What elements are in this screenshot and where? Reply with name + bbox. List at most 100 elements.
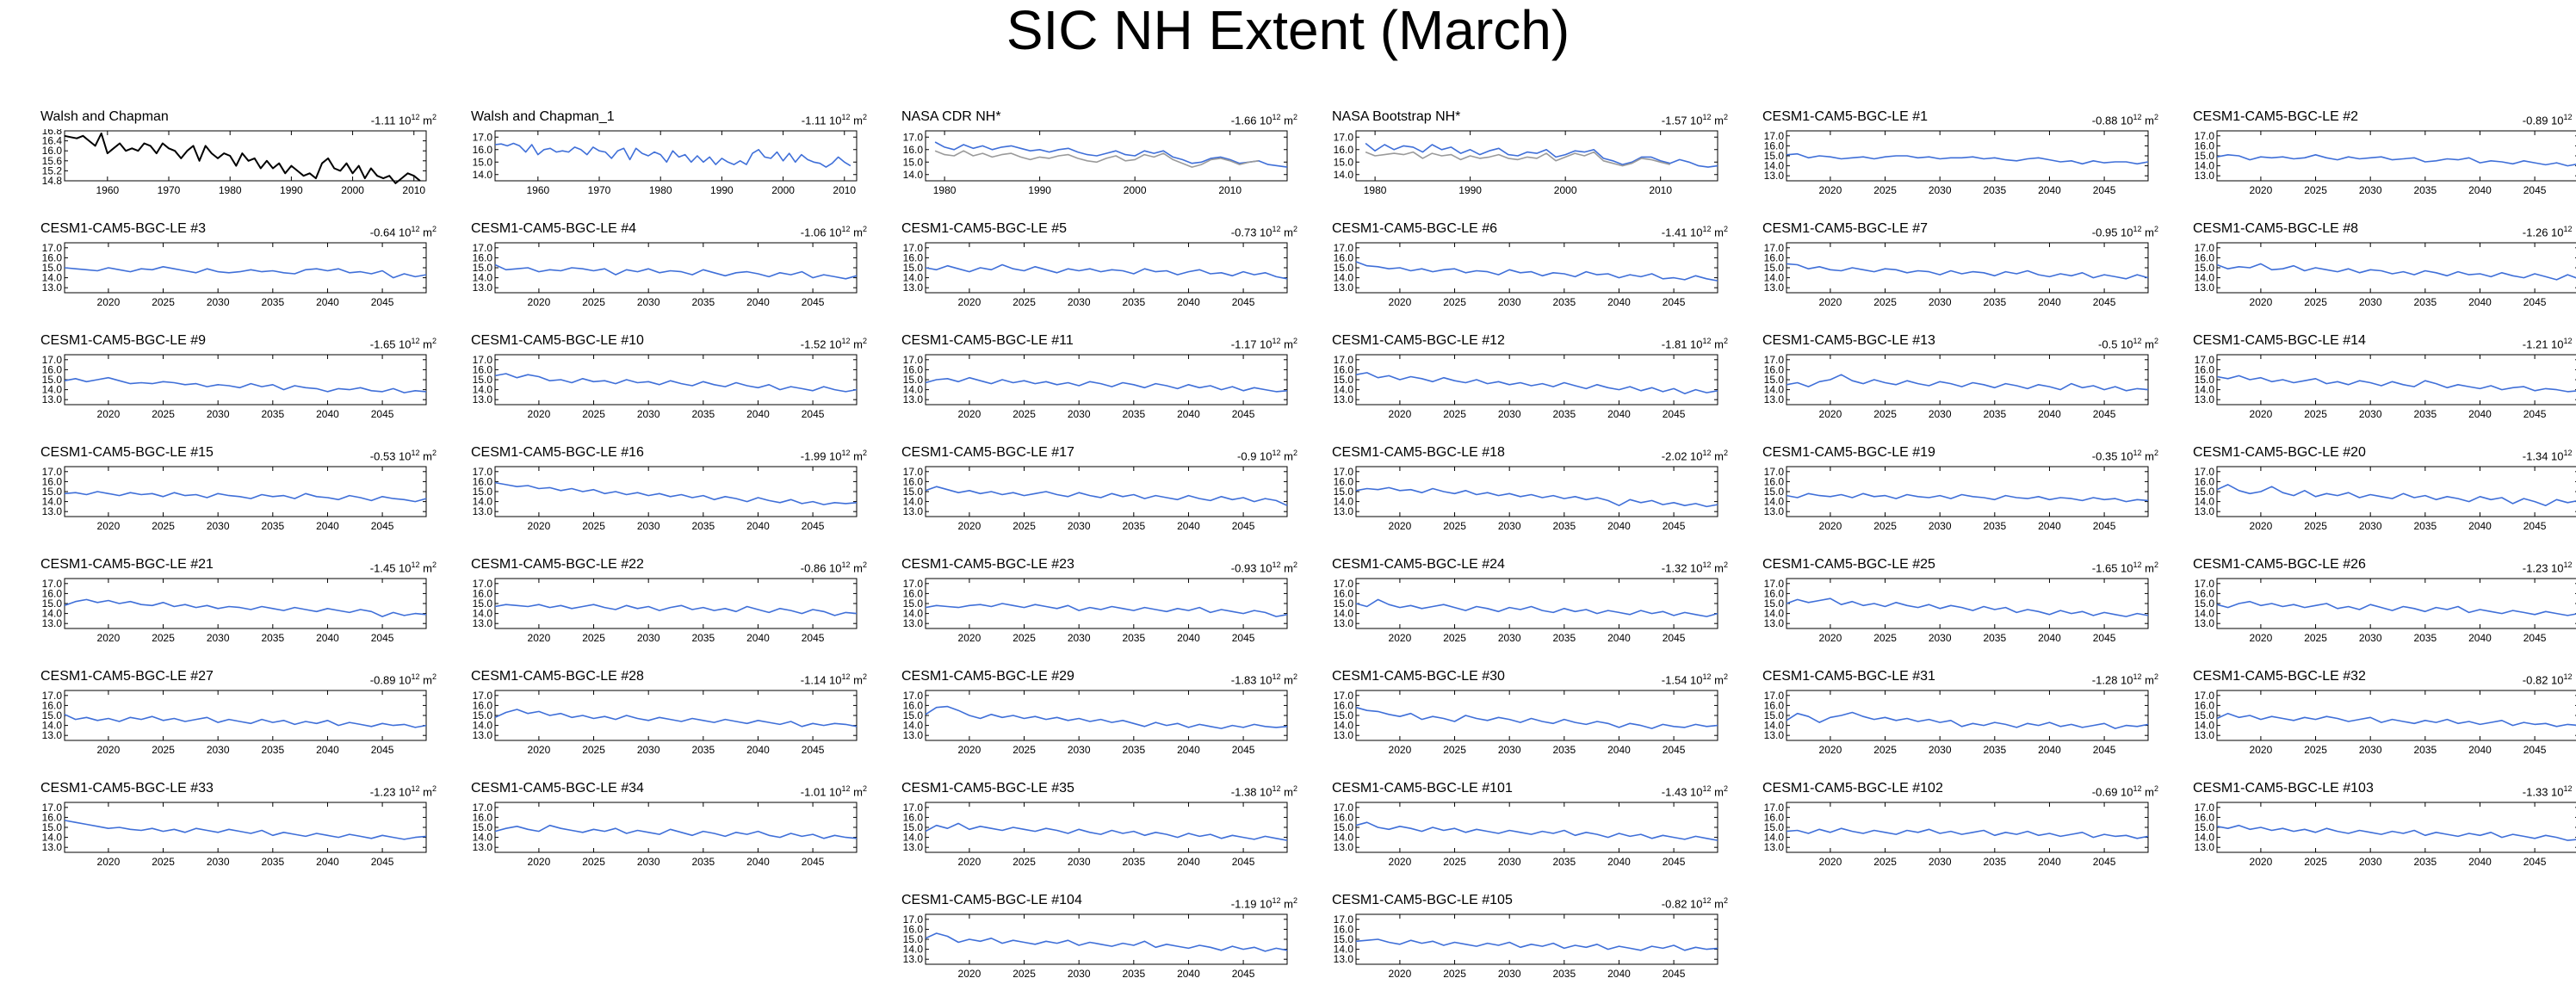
x-tick-label: 2035 [1122, 856, 1145, 868]
chart-panel: CESM1-CAM5-BGC-LE #105 -0.82 1012 m2 17.0 1… [1330, 893, 1728, 981]
trend-label: -1.11 1012 m2 [370, 113, 437, 127]
x-tick-label: 2010 [1649, 184, 1672, 196]
x-tick-label: 2035 [1983, 296, 2006, 308]
y-tick-label: 16.0 [2195, 139, 2215, 152]
plot-frame [925, 466, 1288, 517]
series-line [925, 822, 1288, 841]
series-line [1786, 711, 2149, 729]
x-tick-label: 2035 [2413, 856, 2437, 868]
chart-panel: CESM1-CAM5-BGC-LE #27 -0.89 1012 m2 17.0 16… [39, 670, 437, 757]
x-tick-label: 2040 [1177, 968, 1200, 980]
y-tick-label: 17.0 [1334, 466, 1354, 478]
x-tick-label: 2030 [637, 520, 660, 532]
line-chart: 17.016.015.014.013.0 2020 2025 2030 2035 2040… [1334, 466, 1718, 532]
y-tick-label: 13.0 [1764, 617, 1785, 629]
x-tick-label: 2045 [2093, 408, 2116, 420]
panel-title: CESM1-CAM5-BGC-LE #30 [1332, 669, 1505, 684]
x-tick-label: 2035 [691, 296, 715, 308]
y-tick-label: 14.0 [473, 169, 493, 181]
y-tick-label: 16.0 [42, 811, 63, 823]
x-tick-label: 2040 [316, 632, 339, 644]
trend-label: -0.89 1012 m2 [2522, 113, 2576, 127]
y-tick-label: 15.0 [1334, 374, 1354, 386]
trend-label: -0.53 1012 m2 [369, 449, 437, 463]
x-tick-label: 2030 [1498, 632, 1521, 644]
y-tick-label: 14.0 [1334, 272, 1354, 284]
y-tick-label: 16.0 [1764, 699, 1785, 711]
x-tick-label: 2035 [1552, 408, 1576, 420]
y-tick-label: 15.0 [1334, 156, 1354, 168]
y-tick-label: 14.0 [1764, 608, 1785, 620]
x-tick-label: 2030 [207, 520, 230, 532]
plot-frame [2216, 130, 2576, 182]
x-tick-label: 2025 [152, 520, 175, 532]
x-tick-label: 2035 [2413, 296, 2437, 308]
x-tick-label: 2030 [2359, 744, 2382, 756]
x-tick-label: 2030 [1929, 184, 1952, 196]
chart-panel: CESM1-CAM5-BGC-LE #32 -0.82 1012 m2 17.016… [2191, 670, 2576, 756]
y-tick-label: 14.0 [903, 944, 924, 956]
y-tick-label: 14.0 [1764, 160, 1785, 172]
line-chart: 17.016.015.014.013.0 2020 2025 2030 2035 2040… [473, 466, 858, 532]
y-tick-label: 15.0 [42, 821, 63, 833]
y-tick-label: 16.0 [1764, 251, 1785, 263]
series-line [925, 705, 1288, 729]
y-tick-label: 15.2 [42, 164, 63, 176]
plot-frame [1355, 578, 1718, 629]
x-tick-label: 2040 [1607, 744, 1631, 756]
panel-title: CESM1-CAM5-BGC-LE #1 [1762, 109, 1929, 124]
x-tick-label: 2010 [833, 184, 856, 196]
chart-panel: CESM1-CAM5-BGC-LE #101 -1.43 1012 m2 17.0 1… [1330, 782, 1728, 869]
x-tick-label: 2020 [1819, 856, 1842, 868]
series-line [1786, 263, 2149, 280]
chart-panel: CESM1-CAM5-BGC-LE #102 -0.69 1012 m2 17.0 1… [1761, 782, 2158, 869]
y-tick-label: 13.0 [1764, 393, 1785, 406]
x-tick-label: 1970 [588, 184, 611, 196]
x-tick-label: 2025 [1443, 744, 1466, 756]
x-tick-label: 2020 [97, 296, 121, 308]
panel-title: CESM1-CAM5-BGC-LE #9 [40, 333, 207, 348]
plot-frame [1355, 466, 1718, 517]
chart-panel: CESM1-CAM5-BGC-LE #15 -0.53 1012 m2 17.0 16… [39, 445, 437, 533]
x-tick-label: 2030 [2359, 520, 2382, 532]
chart-panel: CESM1-CAM5-BGC-LE #29 -1.83 1012 m2 17.0 16… [900, 670, 1297, 757]
y-tick-label: 17.0 [1764, 466, 1785, 478]
x-tick-label: 2035 [1552, 520, 1576, 532]
panel-title: NASA Bootstrap NH* [1332, 109, 1461, 124]
y-tick-label: 16.0 [1334, 363, 1354, 375]
y-tick-label: 16.0 [473, 475, 493, 487]
x-tick-label: 2025 [582, 520, 605, 532]
trend-label: -0.73 1012 m2 [1230, 225, 1297, 239]
y-tick-label: 17.0 [42, 578, 63, 590]
y-tick-label: 14.0 [42, 832, 63, 844]
line-chart: 17.016.015.014.0 1960 1970 1980 1990 2000 2010 [473, 130, 858, 196]
y-tick-label: 15.0 [42, 597, 63, 610]
x-tick-label: 2020 [958, 408, 981, 420]
panel-title: CESM1-CAM5-BGC-LE #105 [1332, 893, 1513, 907]
x-tick-label: 2045 [2093, 184, 2116, 196]
series-line [2216, 712, 2576, 727]
x-tick-label: 2040 [2038, 296, 2061, 308]
y-tick-label: 14.0 [1764, 832, 1785, 844]
x-tick-label: 2040 [2038, 856, 2061, 868]
y-tick-label: 17.0 [1334, 913, 1354, 926]
line-chart: 17.016.015.014.013.0 2020 2025 2030 2035 2040… [42, 354, 427, 420]
line-chart: 17.016.015.014.013.0 2020 2025 2030 2035 2040… [473, 578, 858, 644]
y-tick-label: 15.0 [473, 597, 493, 610]
plot-frame [64, 242, 427, 294]
panel-title: CESM1-CAM5-BGC-LE #15 [40, 445, 214, 460]
y-tick-label: 14.0 [1334, 169, 1354, 181]
x-tick-label: 2045 [2093, 520, 2116, 532]
series-line [494, 263, 858, 280]
y-tick-label: 15.0 [473, 262, 493, 274]
y-tick-label: 15.0 [2195, 597, 2215, 610]
trend-label: -0.35 1012 m2 [2091, 449, 2158, 463]
x-tick-label: 2030 [637, 856, 660, 868]
x-tick-label: 1990 [1458, 184, 1482, 196]
x-tick-label: 2030 [207, 744, 230, 756]
x-tick-label: 2020 [1389, 968, 1412, 980]
x-tick-label: 2020 [1819, 408, 1842, 420]
x-tick-label: 2020 [1389, 632, 1412, 644]
plot-frame [64, 690, 427, 741]
x-tick-label: 1980 [933, 184, 957, 196]
